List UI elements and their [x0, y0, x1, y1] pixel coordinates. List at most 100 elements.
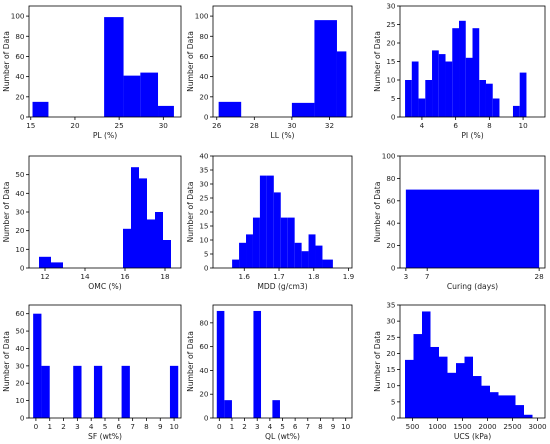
- ucs-xtick-label-3: 2000: [478, 422, 497, 431]
- pl-xtick-label-0: 15: [26, 121, 35, 130]
- ucs-bar-10: [490, 392, 499, 418]
- ll-xtick-label-3: 32: [325, 121, 334, 130]
- ucs-ytick-label-6: 30: [386, 317, 396, 326]
- ucs-bar-0: [405, 359, 414, 418]
- ql-bar-3: [272, 400, 280, 418]
- ll-bar-3: [336, 51, 347, 117]
- omc-bar-2: [123, 228, 131, 268]
- pl-ytick-label-4: 80: [15, 32, 25, 41]
- mdd-bar-6: [273, 192, 281, 268]
- ll-xtick-label-1: 28: [250, 121, 260, 130]
- mdd-bar-4: [259, 175, 267, 268]
- ucs-bar-14: [524, 414, 533, 418]
- ucs-bar-4: [439, 356, 448, 418]
- curing-ytick-label-3: 60: [386, 196, 396, 205]
- omc-ytick-label-3: 30: [15, 208, 25, 217]
- sf-ytick-label-3: 30: [15, 361, 25, 370]
- ucs-ytick-label-3: 15: [386, 365, 395, 374]
- ql-ytick-label-0: 0: [204, 414, 209, 423]
- sf-ytick-label-2: 20: [15, 379, 25, 388]
- mdd-ytick-label-0: 0: [204, 264, 209, 273]
- ucs-bar-11: [498, 395, 507, 418]
- pi-ytick-label-6: 30: [386, 2, 396, 11]
- mdd-ytick-label-4: 20: [199, 208, 209, 217]
- ucs-ylabel: Number of Data: [373, 331, 382, 392]
- pl-xtick-label-2: 25: [115, 121, 124, 130]
- sf-xtick-label-5: 5: [103, 422, 108, 431]
- pi-bar-2: [418, 98, 426, 117]
- subplot-mdd: 0 5 10 15 20 25 30 35 40 1.6 1.7 1.8 1.9 MDD (g/cm3) N…: [186, 152, 355, 292]
- pi-xtick-label-0: 4: [420, 121, 425, 130]
- mdd-ytick-label-3: 15: [199, 222, 208, 231]
- omc-bar-7: [163, 240, 171, 268]
- curing-ytick-label-4: 80: [386, 174, 396, 183]
- curing-xlabel: Curing (days): [447, 282, 498, 291]
- curing-ytick-label-2: 40: [386, 219, 396, 228]
- ll-ylabel: Number of Data: [186, 31, 195, 92]
- mdd-ytick-label-5: 25: [199, 194, 208, 203]
- mdd-bar-10: [301, 251, 309, 268]
- curing-xtick-label-2: 28: [535, 272, 545, 281]
- ucs-xtick-label-2: 1500: [453, 422, 472, 431]
- curing-axes-frame: [399, 155, 546, 269]
- ucs-bar-12: [507, 395, 516, 418]
- omc-xtick-label-1: 14: [80, 272, 90, 281]
- omc-ytick-label-2: 20: [15, 226, 25, 235]
- pi-bar-7: [452, 28, 460, 118]
- curing-ytick-label-0: 0: [391, 264, 396, 273]
- mdd-bar-7: [280, 217, 288, 268]
- pi-ytick-label-3: 15: [386, 57, 395, 66]
- pi-xtick-label-2: 8: [487, 121, 492, 130]
- ucs-xtick-label-4: 2500: [503, 422, 522, 431]
- pi-bar-15: [519, 72, 527, 117]
- pi-ytick-label-0: 0: [391, 113, 396, 122]
- pl-bar-4: [158, 105, 174, 117]
- ucs-bar-13: [515, 405, 524, 418]
- mdd-ytick-label-7: 35: [199, 166, 208, 175]
- ucs-xtick-label-5: 3000: [528, 422, 547, 431]
- ucs-ytick-label-0: 0: [391, 414, 396, 423]
- omc-bar-6: [155, 212, 163, 268]
- pi-bar-4: [432, 50, 439, 117]
- pi-ytick-label-2: 10: [386, 76, 396, 85]
- mdd-ytick-label-2: 10: [199, 236, 209, 245]
- ucs-xlabel: UCS (kPa): [454, 432, 491, 441]
- ll-ytick-label-3: 60: [199, 52, 209, 61]
- mdd-bar-3: [252, 217, 260, 268]
- ql-xtick-label-8: 8: [318, 422, 323, 431]
- sf-xlabel: SF (wt%): [88, 432, 122, 441]
- ql-xtick-label-10: 10: [341, 422, 351, 431]
- pl-xtick-label-3: 30: [159, 121, 169, 130]
- pi-ytick-label-1: 5: [391, 94, 396, 103]
- pi-bar-10: [472, 28, 480, 118]
- mdd-bar-11: [308, 234, 316, 268]
- pl-bar-1: [104, 17, 124, 118]
- mdd-bar-12: [315, 245, 323, 268]
- ql-xtick-label-0: 0: [217, 422, 222, 431]
- ql-ytick-label-3: 60: [199, 342, 209, 351]
- sf-xtick-label-1: 1: [47, 422, 52, 431]
- pl-ylabel: Number of Data: [2, 31, 11, 92]
- mdd-bar-13: [322, 259, 333, 268]
- omc-ylabel: Number of Data: [2, 182, 11, 243]
- mdd-xtick-label-2: 1.8: [308, 272, 320, 281]
- sf-xtick-label-10: 10: [170, 422, 180, 431]
- ql-bar-0: [216, 310, 225, 418]
- ucs-bar-2: [422, 311, 431, 418]
- ql-xtick-label-6: 6: [293, 422, 298, 431]
- pi-bar-1: [411, 61, 419, 117]
- mdd-xtick-label-3: 1.9: [343, 272, 355, 281]
- ucs-ytick-label-5: 25: [386, 333, 395, 342]
- pi-bar-9: [465, 57, 473, 117]
- sf-bar-4: [121, 365, 130, 418]
- mdd-bar-2: [246, 234, 253, 268]
- omc-bar-4: [139, 178, 147, 268]
- mdd-ytick-label-6: 30: [199, 180, 209, 189]
- omc-bar-5: [147, 219, 155, 268]
- ql-ytick-label-4: 80: [199, 318, 209, 327]
- pl-ytick-label-0: 0: [20, 113, 25, 122]
- ql-xtick-label-3: 3: [255, 422, 260, 431]
